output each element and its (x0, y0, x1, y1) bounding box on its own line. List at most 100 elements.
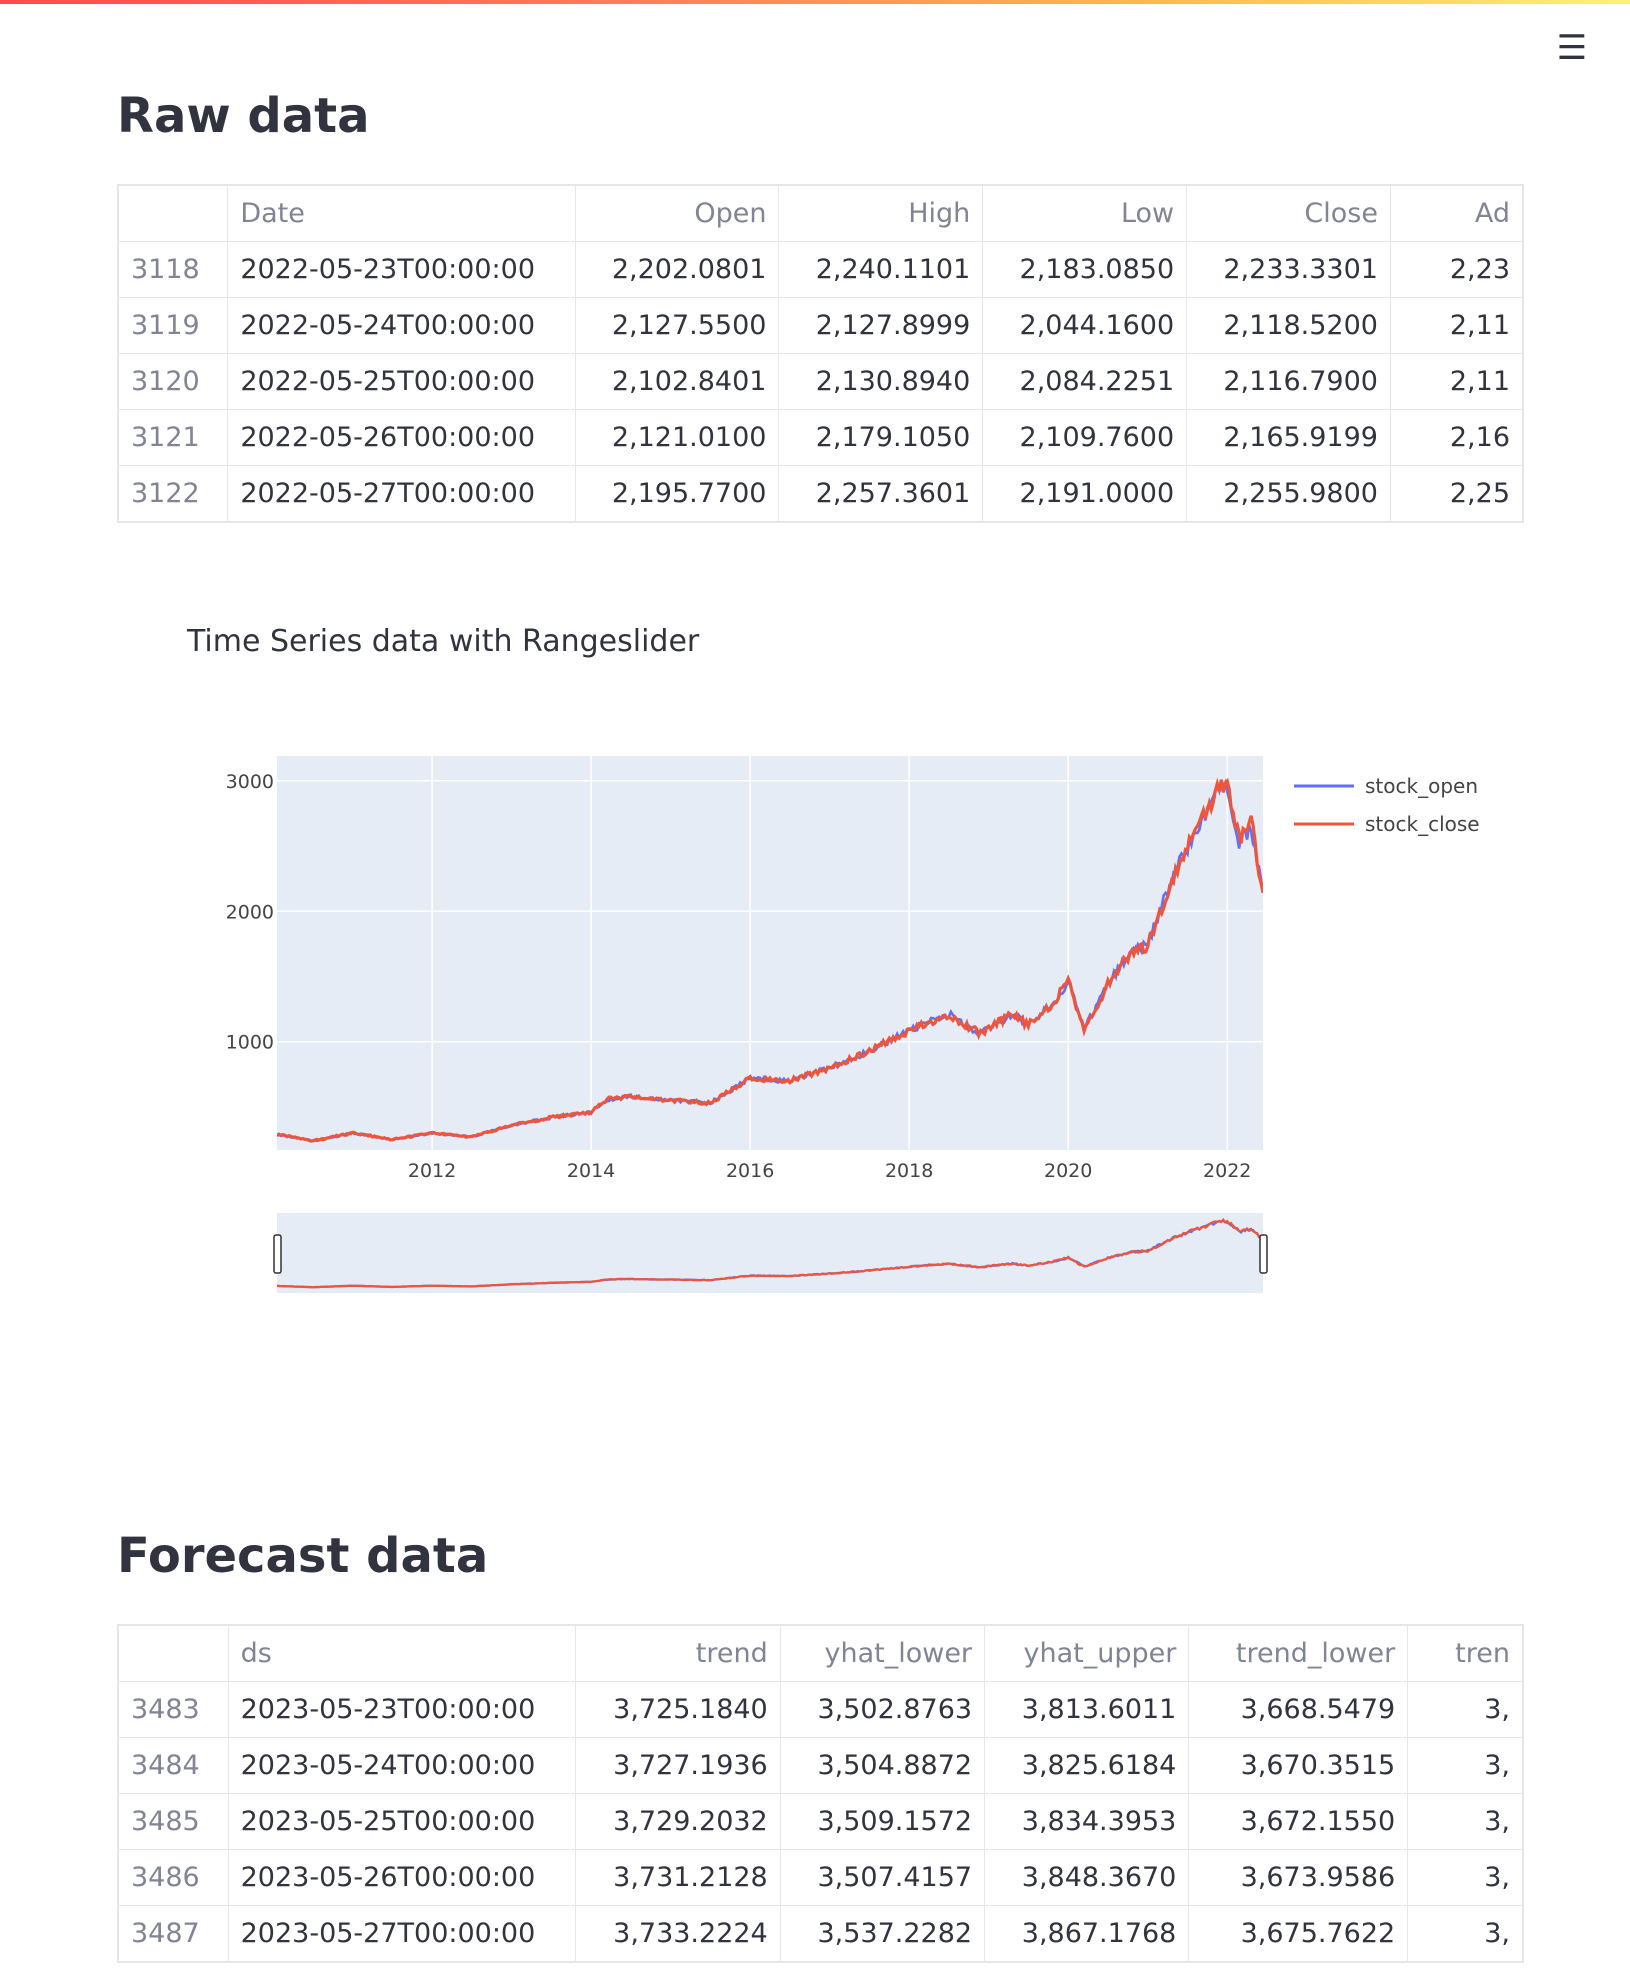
table-cell[interactable]: 2,121.0100 (574, 409, 780, 466)
table-cell[interactable]: 3,509.1572 (779, 1793, 986, 1850)
table-cell[interactable]: 2,130.8940 (778, 353, 984, 410)
table-cell[interactable]: 3,537.2282 (779, 1905, 986, 1962)
column-header[interactable]: tren (1407, 1625, 1523, 1682)
table-row: 3120 2022-05-25T00:00:00 2,102.8401 2,130.8… (118, 353, 1523, 410)
table-cell[interactable]: 3, (1407, 1681, 1523, 1738)
table-cell[interactable]: 3,670.3515 (1188, 1737, 1409, 1794)
row-index[interactable]: 3120 (118, 353, 229, 410)
table-cell[interactable]: 3,502.8763 (779, 1681, 986, 1738)
hamburger-menu-icon[interactable]: ☰ (1556, 28, 1588, 68)
table-cell[interactable]: 3, (1407, 1905, 1523, 1962)
table-cell[interactable]: 2022-05-23T00:00:00 (227, 241, 576, 298)
table-cell[interactable]: 3,867.1768 (984, 1905, 1190, 1962)
column-header[interactable] (118, 185, 229, 242)
table-cell[interactable]: 2023-05-27T00:00:00 (227, 1905, 577, 1962)
legend-label-stock_open[interactable]: stock_open (1365, 774, 1478, 798)
table-cell[interactable]: 2,127.8999 (778, 297, 984, 354)
table-cell[interactable]: 2023-05-25T00:00:00 (227, 1793, 577, 1850)
table-cell[interactable]: 3,725.1840 (575, 1681, 781, 1738)
table-cell[interactable]: 2,084.2251 (982, 353, 1188, 410)
table-cell[interactable]: 2,118.5200 (1186, 297, 1391, 354)
table-cell[interactable]: 3,727.1936 (575, 1737, 781, 1794)
table-cell[interactable]: 3,673.9586 (1188, 1849, 1409, 1906)
column-header[interactable]: Low (982, 185, 1188, 242)
table-cell[interactable]: 2023-05-23T00:00:00 (227, 1681, 577, 1738)
row-index[interactable]: 3487 (118, 1905, 229, 1962)
forecast-data-table[interactable]: ds trend yhat_lower yhat_upper trend_lower tr… (117, 1624, 1524, 1963)
table-cell[interactable]: 3, (1407, 1849, 1523, 1906)
range-slider-background (277, 1213, 1263, 1293)
table-cell[interactable]: 3, (1407, 1737, 1523, 1794)
table-cell[interactable]: 2,127.5500 (574, 297, 780, 354)
table-cell[interactable]: 3,672.1550 (1188, 1793, 1409, 1850)
column-header[interactable]: ds (227, 1625, 577, 1682)
table-cell[interactable]: 2,11 (1389, 297, 1523, 354)
table-cell[interactable]: 2,044.1600 (982, 297, 1188, 354)
column-header[interactable]: Open (574, 185, 780, 242)
table-cell[interactable]: 2,255.9800 (1186, 465, 1391, 522)
table-cell[interactable]: 3,813.6011 (984, 1681, 1190, 1738)
x-tick-label: 2022 (1203, 1160, 1251, 1182)
table-cell[interactable]: 2,233.3301 (1186, 241, 1391, 298)
table-cell[interactable]: 2022-05-24T00:00:00 (227, 297, 576, 354)
table-cell[interactable]: 3,729.2032 (575, 1793, 781, 1850)
column-header[interactable]: yhat_lower (779, 1625, 986, 1682)
row-index[interactable]: 3121 (118, 409, 229, 466)
table-cell[interactable]: 2022-05-27T00:00:00 (227, 465, 576, 522)
table-cell[interactable]: 3,504.8872 (779, 1737, 986, 1794)
raw-data-table[interactable]: Date Open High Low Close Ad 3118 2022-05-23T00:… (117, 184, 1524, 523)
row-index[interactable]: 3119 (118, 297, 229, 354)
main-plot-area: 2012 2014 2016 2018 2020 2022 1000 2000 3000 (226, 756, 1263, 1182)
row-index[interactable]: 3485 (118, 1793, 229, 1850)
column-header[interactable]: Ad (1389, 185, 1523, 242)
table-cell[interactable]: 2,179.1050 (778, 409, 984, 466)
table-cell[interactable]: 2023-05-24T00:00:00 (227, 1737, 577, 1794)
table-row: 3121 2022-05-26T00:00:00 2,121.0100 2,179.1… (118, 409, 1523, 466)
table-cell[interactable]: 2,240.1101 (778, 241, 984, 298)
row-index[interactable]: 3483 (118, 1681, 229, 1738)
forecast-data-heading: Forecast data (117, 1528, 489, 1584)
table-cell[interactable]: 2,202.0801 (574, 241, 780, 298)
table-cell[interactable]: 3, (1407, 1793, 1523, 1850)
table-cell[interactable]: 2,11 (1389, 353, 1523, 410)
row-index[interactable]: 3122 (118, 465, 229, 522)
table-cell[interactable]: 2,23 (1389, 241, 1523, 298)
column-header[interactable]: trend (575, 1625, 781, 1682)
table-cell[interactable]: 3,825.6184 (984, 1737, 1190, 1794)
table-cell[interactable]: 2,16 (1389, 409, 1523, 466)
table-cell[interactable]: 3,834.3953 (984, 1793, 1190, 1850)
table-cell[interactable]: 2,116.7900 (1186, 353, 1391, 410)
table-cell[interactable]: 2,102.8401 (574, 353, 780, 410)
column-header[interactable] (118, 1625, 229, 1682)
column-header[interactable]: Date (227, 185, 576, 242)
table-cell[interactable]: 2022-05-26T00:00:00 (227, 409, 576, 466)
x-tick-label: 2012 (408, 1160, 456, 1182)
table-cell[interactable]: 2,183.0850 (982, 241, 1188, 298)
range-slider-left-handle[interactable] (273, 1234, 282, 1274)
row-index[interactable]: 3118 (118, 241, 229, 298)
table-cell[interactable]: 3,731.2128 (575, 1849, 781, 1906)
legend-label-stock_close[interactable]: stock_close (1365, 812, 1480, 836)
table-cell[interactable]: 3,668.5479 (1188, 1681, 1409, 1738)
chart-legend: stock_open stock_close (1294, 774, 1480, 836)
column-header[interactable]: High (778, 185, 984, 242)
table-cell[interactable]: 3,507.4157 (779, 1849, 986, 1906)
table-cell[interactable]: 2,191.0000 (982, 465, 1188, 522)
column-header[interactable]: trend_lower (1188, 1625, 1409, 1682)
table-cell[interactable]: 2,109.7600 (982, 409, 1188, 466)
table-cell[interactable]: 2,165.9199 (1186, 409, 1391, 466)
y-tick-label: 3000 (226, 771, 274, 793)
table-cell[interactable]: 2,195.7700 (574, 465, 780, 522)
row-index[interactable]: 3486 (118, 1849, 229, 1906)
range-slider-right-handle[interactable] (1259, 1234, 1268, 1274)
table-cell[interactable]: 3,733.2224 (575, 1905, 781, 1962)
table-cell[interactable]: 2,257.3601 (778, 465, 984, 522)
row-index[interactable]: 3484 (118, 1737, 229, 1794)
table-cell[interactable]: 2022-05-25T00:00:00 (227, 353, 576, 410)
table-cell[interactable]: 3,675.7622 (1188, 1905, 1409, 1962)
column-header[interactable]: Close (1186, 185, 1391, 242)
table-cell[interactable]: 3,848.3670 (984, 1849, 1190, 1906)
column-header[interactable]: yhat_upper (984, 1625, 1190, 1682)
table-cell[interactable]: 2,25 (1389, 465, 1523, 522)
table-cell[interactable]: 2023-05-26T00:00:00 (227, 1849, 577, 1906)
